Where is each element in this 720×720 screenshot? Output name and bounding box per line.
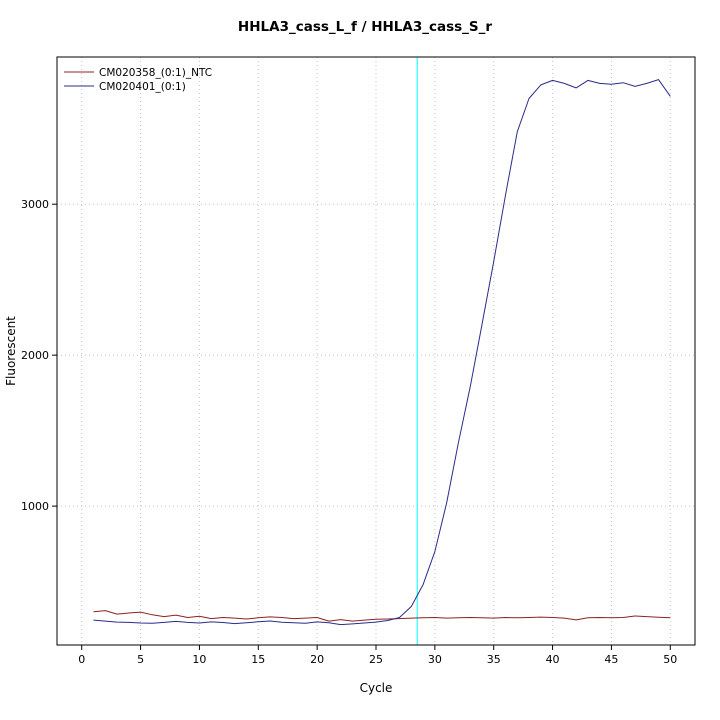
legend-label-ntc: CM020358_(0:1)_NTC [99, 67, 212, 79]
x-axis-tick-label: 10 [192, 653, 206, 666]
series-line-sample [93, 79, 671, 626]
legend-label-sample: CM020401_(0:1) [99, 81, 186, 93]
chart-title: HHLA3_cass_L_f / HHLA3_cass_S_r [238, 19, 492, 35]
y-axis-tick-label: 1000 [21, 500, 49, 513]
series-line-ntc [93, 610, 671, 622]
y-axis-label: Fluorescent [4, 316, 18, 386]
x-axis-tick-label: 5 [137, 653, 144, 666]
y-axis-tick-label: 3000 [21, 198, 49, 211]
x-axis-tick-label: 25 [369, 653, 383, 666]
x-axis-tick-label: 20 [310, 653, 324, 666]
x-axis-label: Cycle [360, 681, 393, 695]
x-axis-tick-label: 35 [487, 653, 501, 666]
chart-render-layer: 0 5 10 15 20 25 30 35 40 45 50 1000 2000 3000 [21, 56, 696, 666]
x-axis-tick-label: 0 [78, 653, 85, 666]
legend: CM020358_(0:1)_NTC CM020401_(0:1) [64, 67, 212, 93]
y-axis-tick-label: 2000 [21, 349, 49, 362]
x-axis-tick-label: 30 [428, 653, 442, 666]
x-axis-tick-label: 45 [604, 653, 618, 666]
x-axis-tick-label: 15 [251, 653, 265, 666]
x-axis-tick-label: 40 [546, 653, 560, 666]
x-axis-tick-label: 50 [663, 653, 677, 666]
